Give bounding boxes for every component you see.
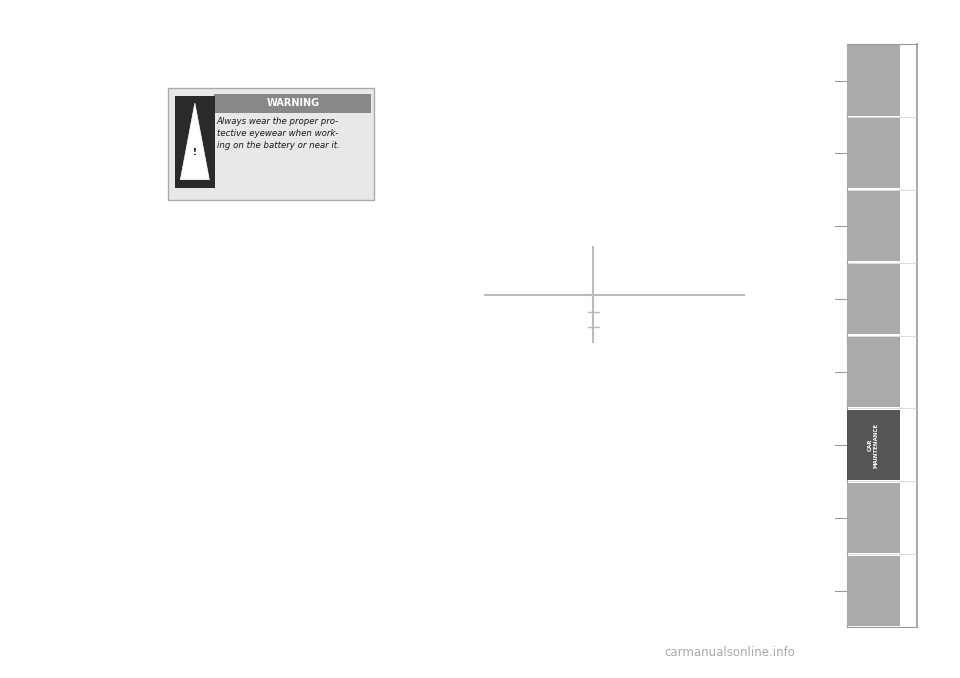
Text: !: !	[193, 148, 197, 157]
FancyBboxPatch shape	[847, 119, 900, 188]
Text: carmanualsonline.info: carmanualsonline.info	[664, 645, 795, 659]
Text: WARNING: WARNING	[266, 98, 320, 108]
FancyBboxPatch shape	[175, 96, 215, 188]
FancyBboxPatch shape	[847, 264, 900, 334]
FancyBboxPatch shape	[214, 94, 372, 113]
FancyBboxPatch shape	[847, 45, 900, 116]
FancyBboxPatch shape	[168, 88, 374, 200]
FancyBboxPatch shape	[847, 337, 900, 407]
FancyBboxPatch shape	[847, 191, 900, 261]
Polygon shape	[180, 103, 209, 180]
Text: Always wear the proper pro-
tective eyewear when work-
ing on the battery or nea: Always wear the proper pro- tective eyew…	[217, 117, 340, 150]
Text: CAR
MAINTENANCE: CAR MAINTENANCE	[868, 422, 878, 468]
FancyBboxPatch shape	[847, 556, 900, 626]
FancyBboxPatch shape	[847, 483, 900, 553]
FancyBboxPatch shape	[847, 410, 900, 480]
